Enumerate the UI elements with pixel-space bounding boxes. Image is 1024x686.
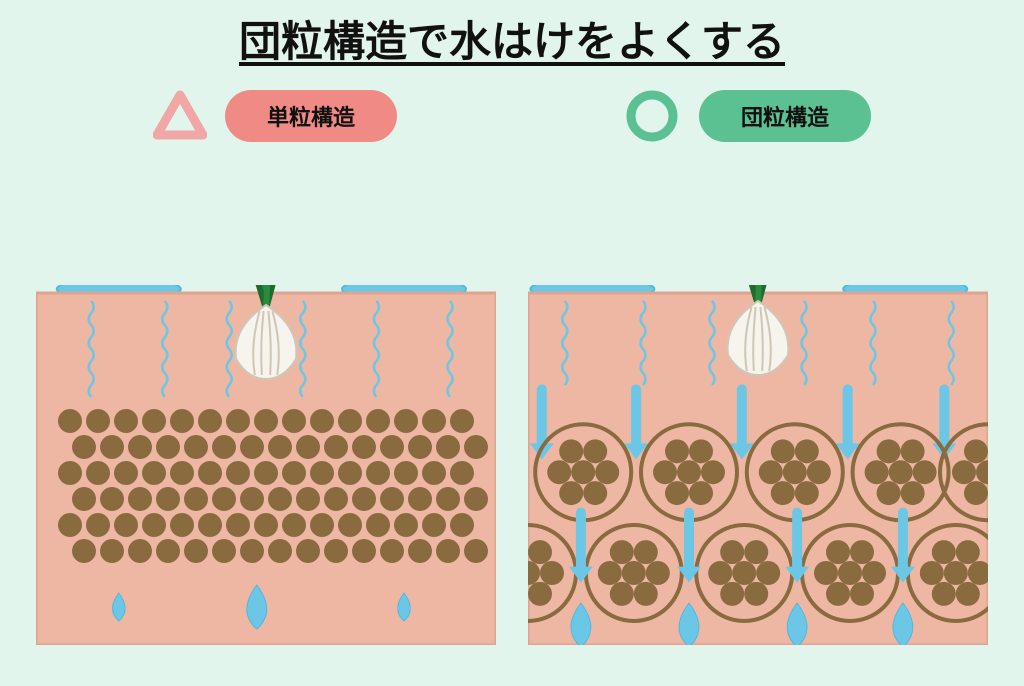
label-right: 団粒構造 [623,87,871,145]
panel-single-grain [36,285,496,650]
labels-row: 単粒構造 団粒構造 [0,87,1024,145]
panels [0,285,1024,650]
page-title: 団粒構造で水はけをよくする [0,0,1024,69]
pill-right: 団粒構造 [699,90,871,142]
pill-left: 単粒構造 [225,90,397,142]
single-grain-diagram [36,285,496,645]
triangle-icon [153,89,207,143]
panel-aggregate [528,285,988,650]
aggregate-diagram [528,285,988,645]
label-left: 単粒構造 [153,87,397,145]
circle-icon [623,87,681,145]
